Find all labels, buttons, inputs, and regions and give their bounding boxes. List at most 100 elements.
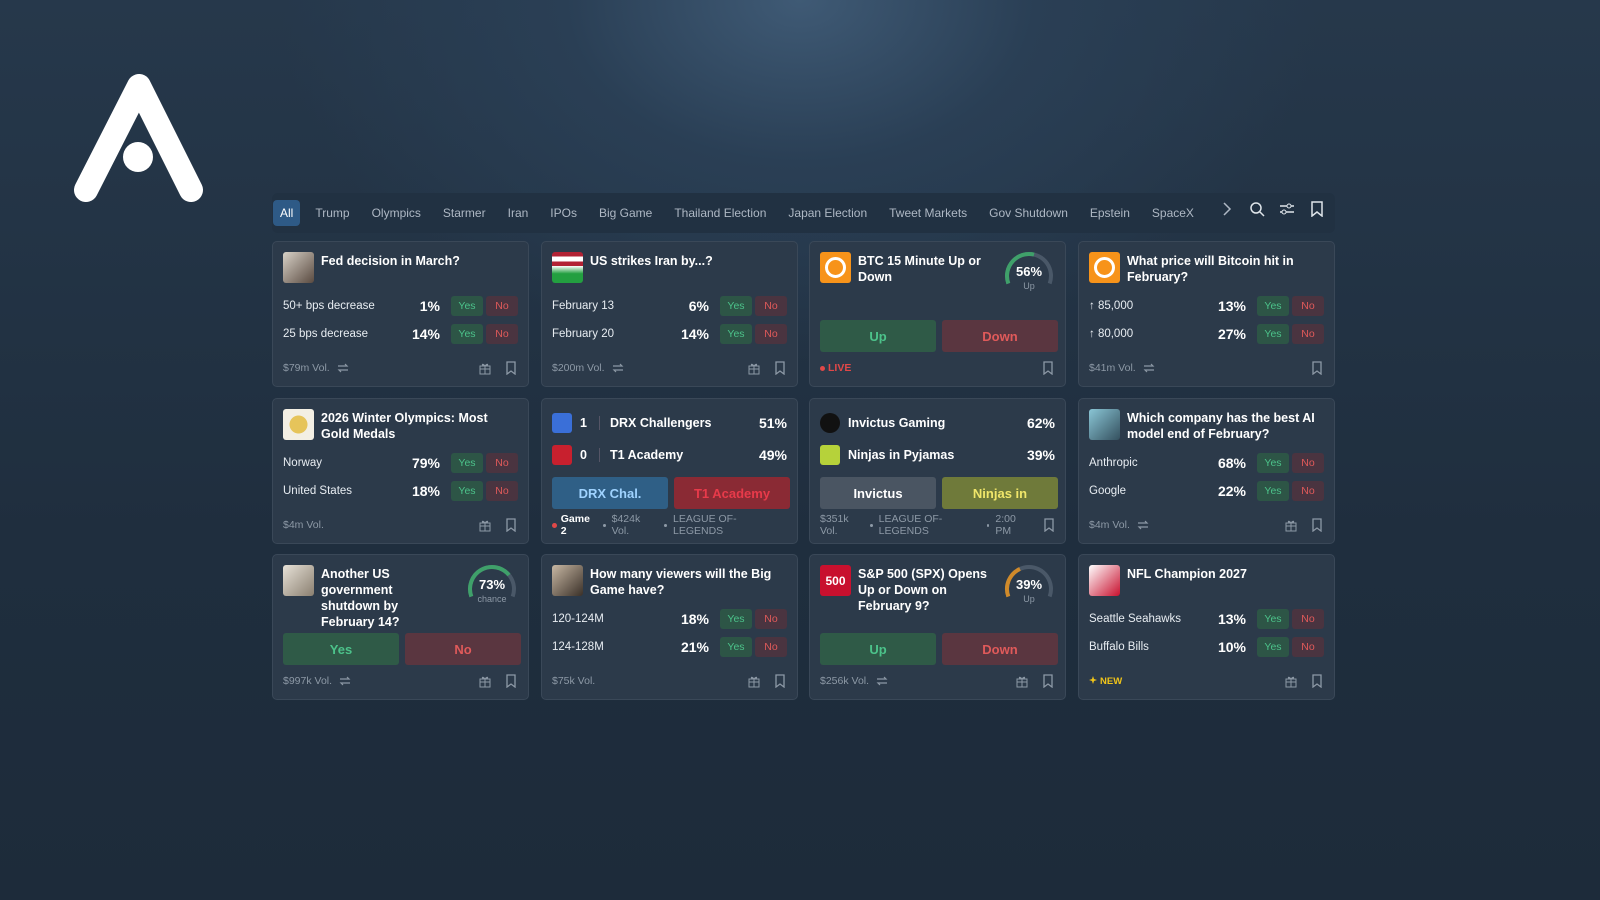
no-button[interactable]: No: [1292, 637, 1324, 657]
bookmark-button[interactable]: [1041, 674, 1055, 688]
market-card[interactable]: 2026 Winter Olympics: Most Gold Medals No…: [272, 398, 529, 544]
no-button[interactable]: No: [486, 324, 518, 344]
no-button[interactable]: No: [755, 324, 787, 344]
gift-button[interactable]: [747, 361, 761, 375]
tab[interactable]: Epstein: [1089, 206, 1130, 220]
yes-button[interactable]: Yes: [1257, 481, 1289, 501]
tab[interactable]: All: [273, 200, 301, 226]
yes-button[interactable]: Yes: [1257, 609, 1289, 629]
tab[interactable]: SpaceX: [1151, 206, 1194, 220]
yes-button[interactable]: Yes: [451, 296, 483, 316]
yes-button[interactable]: Yes: [720, 296, 752, 316]
yes-button[interactable]: Yes: [1257, 637, 1289, 657]
tab[interactable]: Olympics: [371, 206, 421, 220]
no-button[interactable]: No: [486, 296, 518, 316]
market-card[interactable]: Another US government shutdown by Februa…: [272, 554, 529, 700]
market-card[interactable]: Invictus Gaming 62% Ninjas in Pyjamas 39% In…: [809, 398, 1066, 544]
tab[interactable]: Gov Shutdown: [989, 206, 1068, 220]
tab[interactable]: Thailand Election: [674, 206, 767, 220]
tab[interactable]: Big Game: [598, 206, 653, 220]
next-tabs[interactable]: [1219, 201, 1235, 217]
outcome-button[interactable]: Ninjas in: [942, 477, 1058, 509]
bookmark-button[interactable]: [773, 674, 787, 688]
yes-button[interactable]: Yes: [720, 609, 752, 629]
no-button[interactable]: No: [1292, 453, 1324, 473]
no-button[interactable]: No: [1292, 609, 1324, 629]
gift-button[interactable]: [1284, 674, 1298, 688]
yes-button[interactable]: Yes: [720, 324, 752, 344]
team-name: Invictus Gaming: [848, 416, 946, 430]
tab[interactable]: Trump: [315, 206, 350, 220]
outcome-percent: 14%: [680, 326, 709, 342]
market-icon: [283, 409, 314, 440]
market-icon: [552, 252, 583, 283]
repeat-icon[interactable]: [336, 361, 350, 375]
repeat-icon[interactable]: [1142, 361, 1156, 375]
no-button[interactable]: No: [1292, 296, 1324, 316]
bookmark-button[interactable]: [1310, 518, 1324, 532]
bookmarks[interactable]: [1309, 201, 1325, 217]
bookmark-button[interactable]: [1310, 674, 1324, 688]
outcome-button[interactable]: No: [405, 633, 521, 665]
repeat-icon[interactable]: [611, 361, 625, 375]
no-button[interactable]: No: [1292, 481, 1324, 501]
no-button[interactable]: No: [755, 609, 787, 629]
no-button[interactable]: No: [1292, 324, 1324, 344]
yes-button[interactable]: Yes: [720, 637, 752, 657]
brand-logo[interactable]: [60, 60, 220, 220]
outcome-button[interactable]: Up: [820, 320, 936, 352]
outcome-label: Google: [1089, 485, 1127, 497]
bookmark-button[interactable]: [504, 361, 518, 375]
market-card[interactable]: NFL Champion 2027 Seattle Seahawks 13% Yes N…: [1078, 554, 1335, 700]
yes-button[interactable]: Yes: [451, 453, 483, 473]
outcome-button[interactable]: DRX Chal.: [552, 477, 668, 509]
gauge-value: [1005, 252, 1035, 285]
bookmark-button[interactable]: [1042, 518, 1055, 532]
market-card[interactable]: How many viewers will the Big Game have?…: [541, 554, 798, 700]
card-footer: $200m Vol.: [552, 360, 787, 376]
tab[interactable]: Iran: [507, 206, 529, 220]
outcome-button[interactable]: Invictus: [820, 477, 936, 509]
tab[interactable]: Tweet Markets: [889, 206, 968, 220]
gift-button[interactable]: [478, 518, 492, 532]
outcome-button[interactable]: Up: [820, 633, 936, 665]
outcome-button[interactable]: Down: [942, 320, 1058, 352]
gift-button[interactable]: [1284, 518, 1298, 532]
market-card[interactable]: BTC 15 Minute Up or Down 56% Up Up Down LIVE: [809, 241, 1066, 387]
gift-button[interactable]: [478, 361, 492, 375]
market-card[interactable]: 500 S&P 500 (SPX) Opens Up or Down on Feb…: [809, 554, 1066, 700]
filters[interactable]: [1279, 201, 1295, 217]
yes-button[interactable]: Yes: [1257, 453, 1289, 473]
bookmark-button[interactable]: [504, 674, 518, 688]
market-card[interactable]: Fed decision in March? 50+ bps decrease 1%…: [272, 241, 529, 387]
repeat-icon[interactable]: [338, 674, 352, 688]
market-card[interactable]: 1 DRX Challengers 51% 0 T1 Academy 49% DRX Cha…: [541, 398, 798, 544]
yes-button[interactable]: Yes: [1257, 324, 1289, 344]
gift-button[interactable]: [478, 674, 492, 688]
market-card[interactable]: What price will Bitcoin hit in February?…: [1078, 241, 1335, 387]
repeat-icon[interactable]: [1136, 518, 1150, 532]
search[interactable]: [1249, 201, 1265, 217]
repeat-icon[interactable]: [875, 674, 889, 688]
outcome-button[interactable]: T1 Academy: [674, 477, 790, 509]
outcome-button[interactable]: Yes: [283, 633, 399, 665]
market-card[interactable]: Which company has the best AI model end …: [1078, 398, 1335, 544]
bookmark-button[interactable]: [504, 518, 518, 532]
tab[interactable]: Starmer: [442, 206, 486, 220]
no-button[interactable]: No: [755, 637, 787, 657]
gift-button[interactable]: [747, 674, 761, 688]
outcome-button[interactable]: Down: [942, 633, 1058, 665]
tab[interactable]: IPOs: [550, 206, 577, 220]
no-button[interactable]: No: [755, 296, 787, 316]
tab[interactable]: Japan Election: [788, 206, 868, 220]
yes-button[interactable]: Yes: [451, 481, 483, 501]
no-button[interactable]: No: [486, 453, 518, 473]
market-card[interactable]: US strikes Iran by...? February 13 6% Yes No…: [541, 241, 798, 387]
bookmark-button[interactable]: [773, 361, 787, 375]
no-button[interactable]: No: [486, 481, 518, 501]
yes-button[interactable]: Yes: [1257, 296, 1289, 316]
yes-button[interactable]: Yes: [451, 324, 483, 344]
bookmark-button[interactable]: [1310, 361, 1324, 375]
gift-button[interactable]: [1015, 674, 1029, 688]
bookmark-button[interactable]: [1041, 361, 1055, 375]
